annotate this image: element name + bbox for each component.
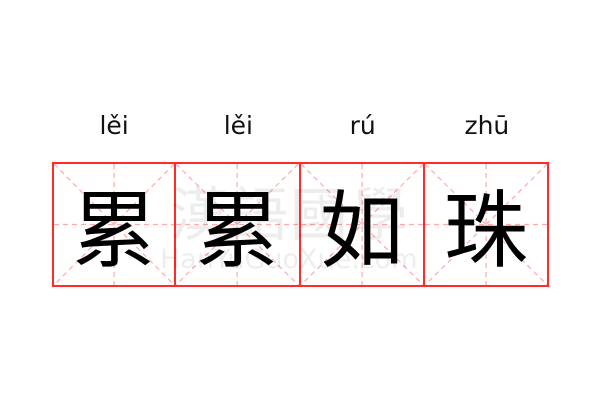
guide-lines <box>54 164 174 285</box>
char-cell-1: 累 <box>52 162 177 287</box>
watermark-url: HanYuGuoXue.com <box>160 244 418 275</box>
pinyin-1: lěi <box>99 111 129 140</box>
char-cell-2: 累 <box>176 162 301 287</box>
char-cell-4: 珠 <box>424 162 549 287</box>
guide-lines <box>301 164 423 285</box>
character-grid: 累 累 如 珠 <box>52 162 549 287</box>
pinyin-2: lěi <box>223 111 254 140</box>
character-4: 珠 <box>443 182 528 280</box>
character-1: 累 <box>72 182 157 280</box>
guide-lines <box>176 164 298 285</box>
character-3: 如 <box>319 182 404 280</box>
guide-lines <box>425 164 547 285</box>
character-2: 累 <box>195 182 280 280</box>
pinyin-3: rú <box>349 111 376 140</box>
pinyin-4: zhū <box>464 111 510 140</box>
char-cell-3: 如 <box>300 162 425 287</box>
pinyin-row: lěi lěi rú zhū <box>52 108 549 144</box>
watermark: 漢語國學 <box>170 181 411 249</box>
